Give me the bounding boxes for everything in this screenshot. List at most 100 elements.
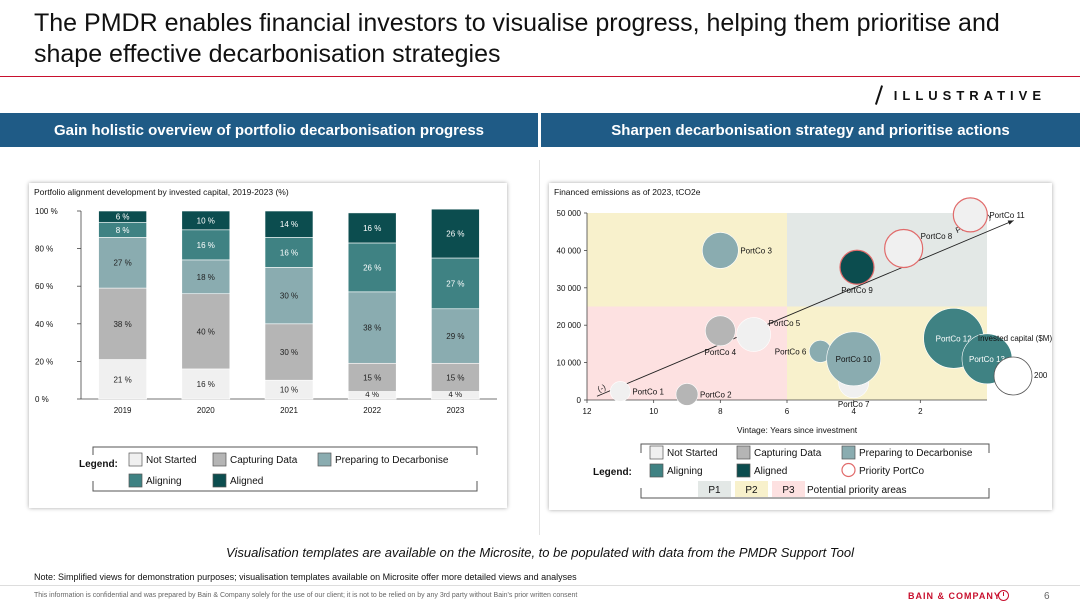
bubble xyxy=(884,228,924,269)
legend-item-label: Not Started xyxy=(667,448,718,459)
y-tick-label: 20 % xyxy=(35,357,53,366)
bar-segment xyxy=(98,287,147,360)
y-tick-label: 0 % xyxy=(35,395,49,404)
bubble xyxy=(952,197,988,233)
size-legend-bubble xyxy=(993,356,1033,396)
data-label: 15 % xyxy=(446,373,464,382)
data-label: 8 % xyxy=(116,226,130,235)
bar-segment xyxy=(264,210,314,238)
data-label: 16 % xyxy=(280,248,298,257)
bubble-label: PortCo 13 xyxy=(969,355,1006,364)
size-legend-label: Invested capital ($M) xyxy=(978,334,1052,343)
bubble-label: PortCo 12 xyxy=(936,334,973,343)
slash-icon xyxy=(874,85,883,105)
y-tick-label: 0 xyxy=(577,396,582,405)
legend-label: Legend: xyxy=(79,459,118,470)
data-label: 4 % xyxy=(449,390,463,399)
data-label: 40 % xyxy=(197,327,215,336)
data-label: 27 % xyxy=(446,279,464,288)
legend-swatch xyxy=(212,452,227,467)
title-divider xyxy=(0,76,1080,77)
bubble-label: PortCo 3 xyxy=(740,246,772,255)
data-label: 10 % xyxy=(197,216,215,225)
data-label: 21 % xyxy=(113,375,131,384)
bar-segment xyxy=(347,291,397,364)
column-divider xyxy=(539,160,540,535)
legend-item-label: Capturing Data xyxy=(754,448,822,459)
bubble xyxy=(736,317,771,352)
x-axis-label: Vintage: Years since investment xyxy=(737,425,858,435)
trend-low-label: (-) xyxy=(596,383,607,395)
bar-segment xyxy=(347,362,397,392)
legend-swatch xyxy=(736,445,751,460)
legend-swatch xyxy=(736,463,751,478)
bubble xyxy=(705,315,736,347)
alignment-chart-card: Portfolio alignment development by inves… xyxy=(29,183,507,508)
y-tick-label: 20 000 xyxy=(557,321,582,330)
legend-item-label: Aligned xyxy=(230,476,263,487)
legend-bracket xyxy=(92,446,478,492)
x-tick-label: 2022 xyxy=(363,406,381,415)
bubble-label: PortCo 2 xyxy=(700,390,732,399)
x-tick-label: 6 xyxy=(785,407,790,416)
legend-bracket xyxy=(640,443,990,499)
x-tick-label: 8 xyxy=(718,407,723,416)
legend-label: Legend: xyxy=(593,467,632,478)
bar-segment xyxy=(181,210,231,231)
data-label: 6 % xyxy=(116,213,130,222)
data-label: 38 % xyxy=(113,320,131,329)
legend-item-label: Preparing to Decarbonise xyxy=(335,455,449,466)
size-legend-value: 200 xyxy=(1034,371,1048,380)
legend-swatch xyxy=(128,452,143,467)
footer-divider xyxy=(0,585,1080,586)
data-label: 27 % xyxy=(113,259,131,268)
bubble-label: PortCo 4 xyxy=(705,348,737,357)
priority-area-label: P2 xyxy=(745,485,758,496)
legend-swatch xyxy=(649,445,664,460)
x-tick-label: 4 xyxy=(851,407,856,416)
legend-item-label: Priority PortCo xyxy=(859,466,924,477)
data-label: 15 % xyxy=(363,373,381,382)
bar-segment xyxy=(181,229,231,261)
legend-item-label: Aligning xyxy=(146,476,182,487)
bar-segment xyxy=(431,308,480,364)
data-label: 30 % xyxy=(280,348,298,357)
x-tick-label: 12 xyxy=(583,407,592,416)
legend-item-label: Aligning xyxy=(667,466,703,477)
arrow-head-icon xyxy=(1007,220,1014,225)
brand-logo: BAIN & COMPANY xyxy=(908,591,1001,601)
data-label: 16 % xyxy=(197,380,215,389)
y-tick-label: 50 000 xyxy=(557,209,582,218)
page-title: The PMDR enables financial investors to … xyxy=(34,9,1000,68)
bubble-label: PortCo 9 xyxy=(841,286,873,295)
right-section-header: Sharpen decarbonisation strategy and pri… xyxy=(541,113,1080,147)
bubble xyxy=(839,249,875,285)
bar-segment xyxy=(264,323,314,381)
left-section-header: Gain holistic overview of portfolio deca… xyxy=(0,113,538,147)
x-tick-label: 2020 xyxy=(197,406,215,415)
bubble xyxy=(826,331,881,387)
y-tick-label: 60 % xyxy=(35,282,53,291)
y-tick-label: 100 % xyxy=(35,207,58,216)
y-tick-label: 30 000 xyxy=(557,284,582,293)
emissions-bubble-chart: Financed emissions as of 2023, tCO2e 0 10 … xyxy=(554,187,1052,499)
footnote: Note: Simplified views for demonstration… xyxy=(34,572,577,582)
data-label: 38 % xyxy=(363,324,381,333)
legend-item-label: Capturing Data xyxy=(230,455,298,466)
legend-swatch xyxy=(212,473,227,488)
legend-item-label: Aligned xyxy=(754,466,787,477)
data-label: 30 % xyxy=(280,292,298,301)
bar-segment xyxy=(347,212,397,244)
y-tick-label: 40 % xyxy=(35,320,53,329)
data-label: 29 % xyxy=(446,332,464,341)
x-tick-label: 10 xyxy=(649,407,658,416)
data-label: 14 % xyxy=(280,220,298,229)
legend-swatch xyxy=(841,445,856,460)
bar-segment xyxy=(98,359,147,400)
data-label: 26 % xyxy=(446,230,464,239)
illustrative-text: ILLUSTRATIVE xyxy=(893,88,1046,103)
data-label: 16 % xyxy=(197,241,215,250)
bubble-label: PortCo 11 xyxy=(989,211,1025,220)
bar-segment xyxy=(98,210,147,223)
bubble xyxy=(675,383,699,406)
